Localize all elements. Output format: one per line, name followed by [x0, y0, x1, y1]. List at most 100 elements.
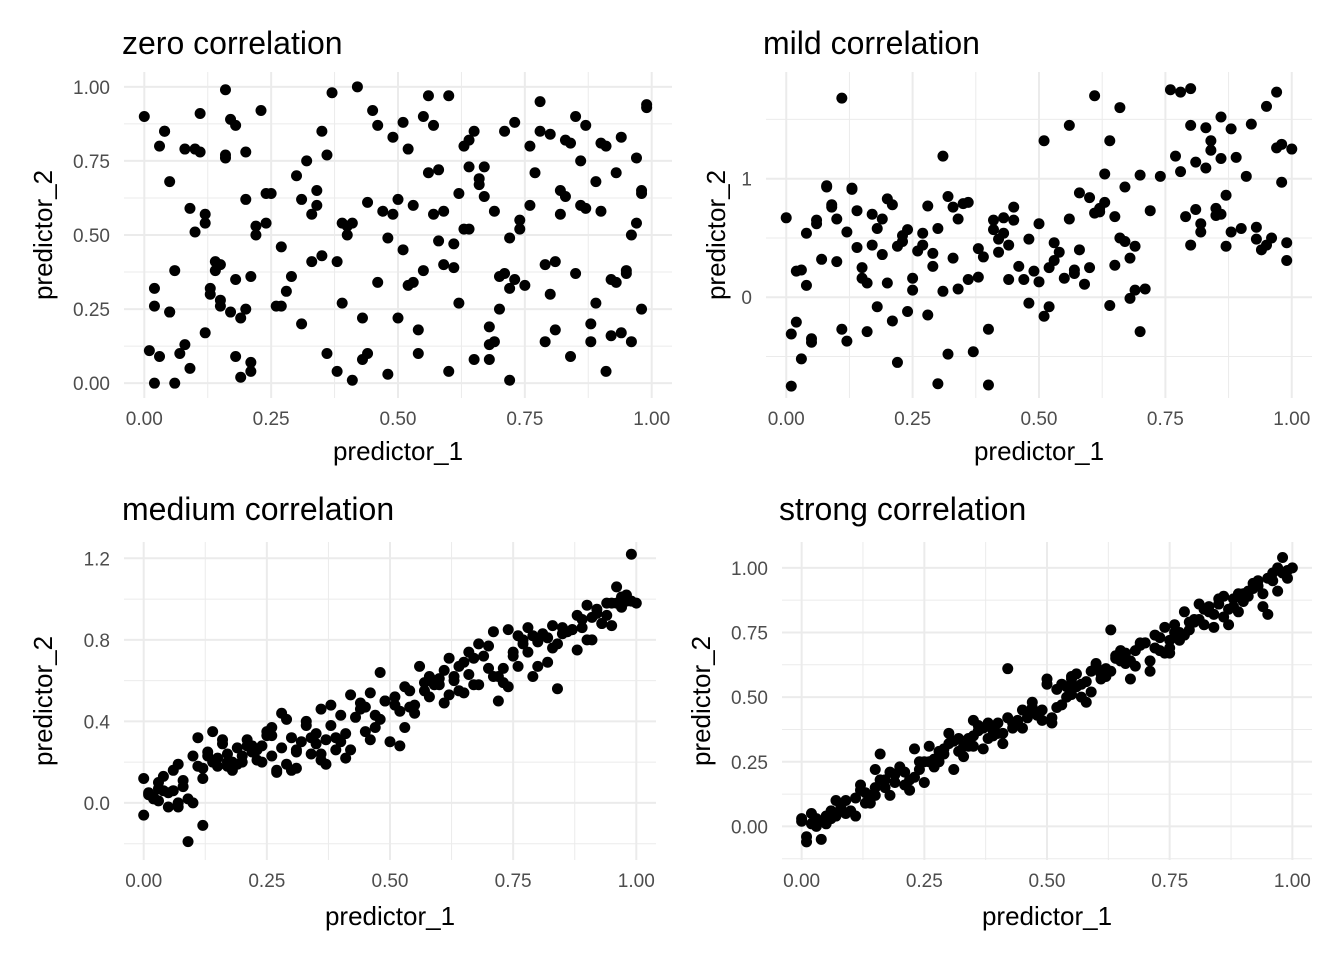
data-point [1023, 297, 1035, 309]
data-point [514, 214, 526, 226]
data-point [917, 227, 929, 239]
data-point [325, 719, 337, 731]
data-point [483, 321, 495, 333]
data-point [295, 736, 307, 748]
x-tick-label: 0.00 [125, 871, 162, 892]
x-tick-label: 0.75 [1151, 871, 1188, 892]
data-point [280, 285, 292, 297]
data-point [362, 348, 374, 360]
data-point [836, 323, 848, 335]
data-point [514, 223, 526, 235]
data-point [315, 748, 327, 760]
data-point [1073, 187, 1085, 199]
data-point [197, 772, 209, 784]
data-point [841, 226, 853, 238]
y-tick-label: 0.50 [731, 688, 768, 709]
data-point [1100, 670, 1112, 682]
data-point [463, 646, 475, 658]
data-point [1038, 310, 1050, 322]
data-point [866, 208, 878, 220]
data-point [1237, 588, 1249, 600]
data-point [417, 110, 429, 122]
data-point [256, 756, 268, 768]
data-point [483, 640, 495, 652]
data-point [1068, 264, 1080, 276]
data-point [967, 714, 979, 726]
data-point [580, 202, 592, 214]
data-point [189, 143, 201, 155]
data-point [1170, 150, 1181, 162]
data-point [266, 730, 278, 742]
data-point [1008, 214, 1020, 226]
data-point [932, 378, 944, 390]
data-point [517, 634, 529, 646]
data-point [1018, 273, 1030, 285]
data-point [428, 679, 440, 691]
x-axis-title: predictor_1 [333, 436, 463, 466]
data-point [948, 764, 960, 776]
data-point [851, 205, 863, 217]
data-point [1180, 211, 1192, 223]
data-point [1129, 660, 1141, 672]
data-point [148, 282, 160, 294]
x-tick-label: 1.00 [1273, 409, 1310, 430]
data-point [605, 330, 617, 342]
data-point [581, 599, 593, 611]
data-point [565, 351, 577, 363]
data-point [1109, 259, 1121, 271]
data-point [580, 119, 592, 131]
data-point [1267, 575, 1279, 587]
data-point [927, 260, 939, 272]
data-point [630, 217, 642, 229]
data-point [362, 196, 374, 208]
data-point [290, 762, 302, 774]
data-point [527, 630, 539, 642]
data-point [861, 277, 873, 289]
data-point [897, 230, 908, 242]
panel-title: strong correlation [779, 491, 1026, 527]
data-point [831, 213, 843, 225]
data-point [942, 190, 954, 202]
data-point [509, 273, 521, 285]
data-point [1129, 240, 1141, 252]
data-point [382, 368, 394, 380]
data-point [831, 256, 843, 268]
data-point [894, 764, 906, 776]
data-point [1119, 181, 1131, 193]
data-point [1129, 284, 1141, 296]
data-point [1200, 162, 1212, 174]
data-point [174, 348, 186, 360]
data-point [138, 110, 150, 122]
data-point [874, 774, 886, 786]
data-point [207, 726, 219, 738]
data-point [316, 125, 328, 137]
data-point [1198, 603, 1210, 615]
data-point [1185, 119, 1197, 131]
data-point [891, 240, 903, 252]
data-point [962, 273, 974, 285]
data-point [1276, 138, 1288, 150]
data-point [315, 703, 327, 715]
data-point [154, 140, 166, 152]
data-point [806, 336, 817, 348]
data-point [922, 309, 934, 321]
data-point [933, 756, 945, 768]
data-point [1053, 246, 1065, 258]
data-point [532, 660, 544, 672]
data-point [630, 152, 642, 164]
data-point [1250, 233, 1262, 245]
data-point [1220, 189, 1232, 201]
data-point [1041, 678, 1053, 690]
data-point [230, 119, 242, 131]
data-point [301, 155, 313, 167]
data-point [392, 193, 404, 205]
x-axis-title: predictor_1 [325, 901, 455, 931]
x-tick-label: 1.00 [618, 871, 655, 892]
data-point [209, 256, 221, 268]
data-point [871, 301, 883, 313]
data-point [790, 316, 802, 328]
data-point [389, 691, 401, 703]
data-point [169, 265, 181, 277]
data-point [453, 297, 465, 309]
data-point [433, 235, 445, 247]
